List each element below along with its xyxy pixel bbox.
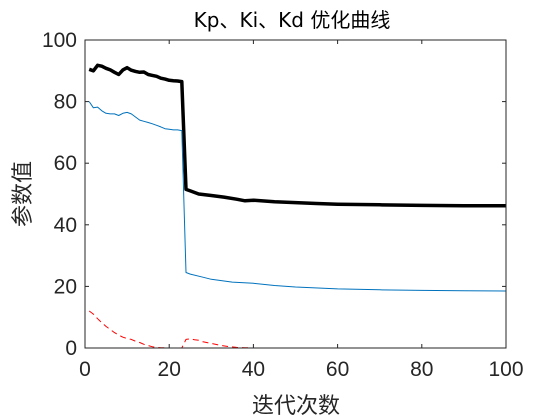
- y-axis-label: 参数值: [11, 161, 36, 227]
- x-tick-label-100: 100: [488, 358, 523, 381]
- x-tick-label-40: 40: [242, 358, 265, 381]
- y-tick-label-20: 20: [54, 275, 77, 298]
- y-tick-label-100: 100: [42, 29, 77, 52]
- y-tick-label-0: 0: [65, 337, 77, 360]
- x-tick-label-20: 20: [158, 358, 181, 381]
- x-tick-label-80: 80: [410, 358, 433, 381]
- y-tick-label-80: 80: [54, 91, 77, 114]
- x-axis-label: 迭代次数: [252, 394, 340, 419]
- tick-layer: 0 20 40 60 80 100 0 20 40 60 80 100: [42, 29, 524, 381]
- y-tick-label-40: 40: [54, 214, 77, 237]
- y-tick-label-60: 60: [54, 152, 77, 175]
- plot-frame: [84, 39, 507, 349]
- chart-title: Kp、Ki、Kd 优化曲线: [194, 8, 391, 32]
- x-tick-label-60: 60: [326, 358, 349, 381]
- series-line-1: [88, 63, 506, 208]
- x-tick-label-0: 0: [79, 358, 91, 381]
- series-line-2: [88, 101, 507, 292]
